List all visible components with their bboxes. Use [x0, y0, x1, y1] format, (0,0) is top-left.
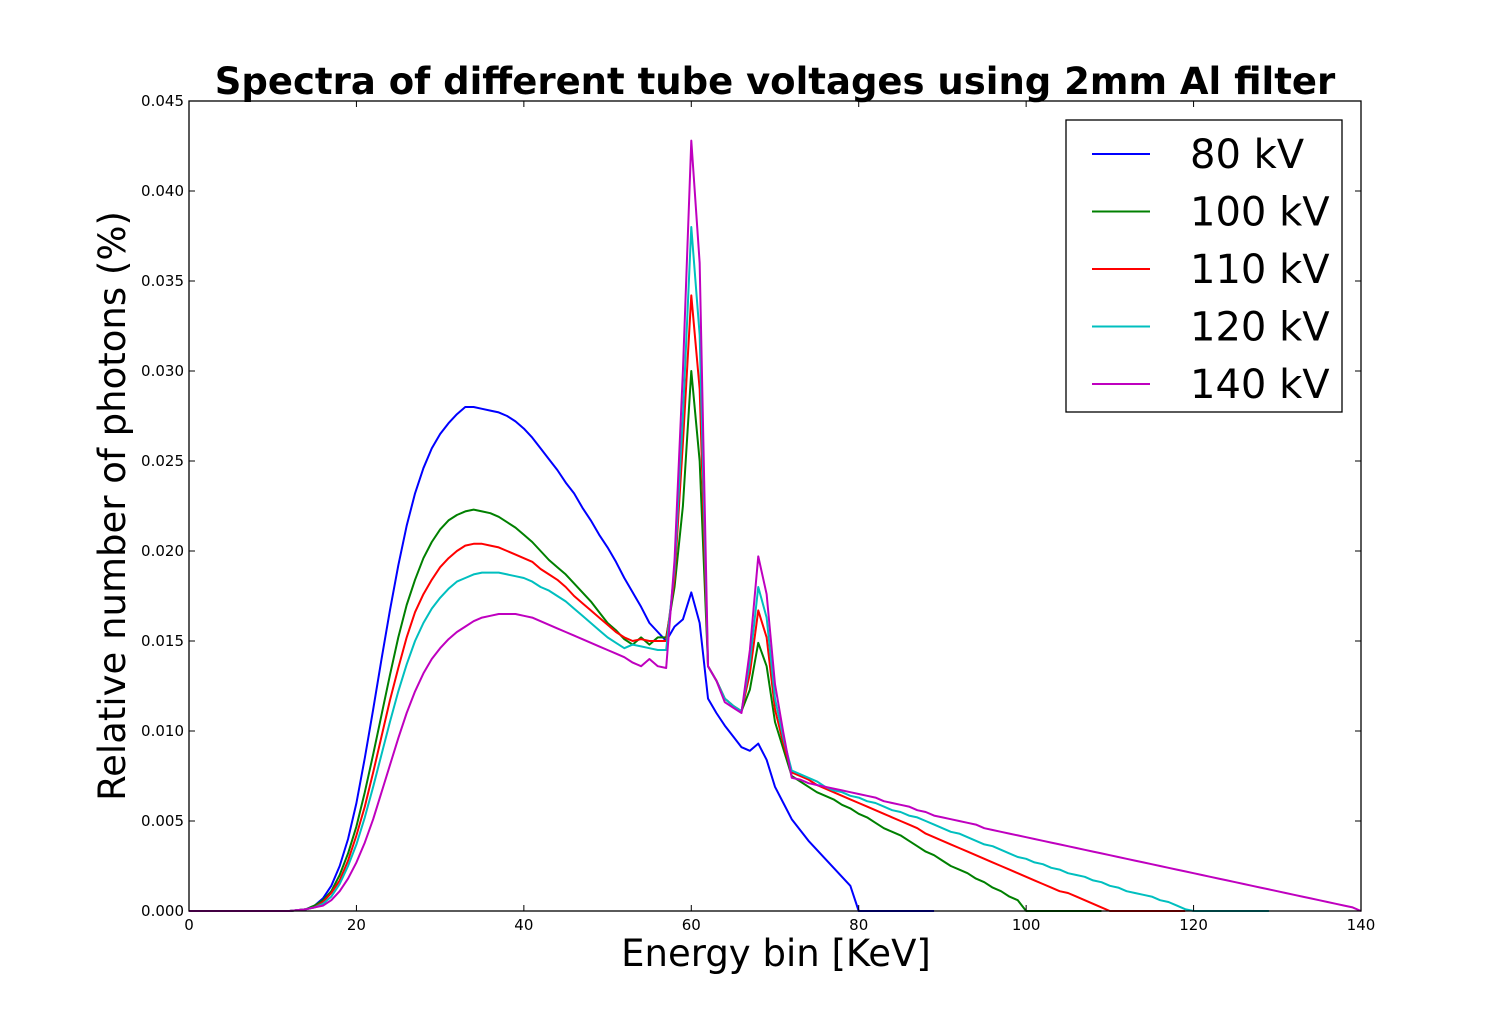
- y-tick-label: 0.010: [141, 722, 184, 740]
- legend: 80 kV 100 kV 110 kV 120 kV 140 kV: [1065, 119, 1343, 413]
- x-tick-label: 120: [1179, 916, 1208, 934]
- series-line-0: [189, 406, 935, 912]
- series-line-1: [189, 370, 1102, 912]
- x-tick-label: 60: [682, 916, 701, 934]
- x-axis-ticks: 0 20 40 60 80 100 120 140: [184, 101, 1375, 934]
- y-axis-ticks: 0.000 0.005 0.010 0.015 0.020 0.025 0.030 0.035…: [141, 92, 1361, 920]
- legend-label-2: 110 kV: [1190, 247, 1330, 293]
- series-line-4: [189, 139, 1362, 912]
- y-tick-label: 0.040: [141, 182, 184, 200]
- legend-box: [1065, 119, 1343, 413]
- y-tick-label: 0.000: [141, 902, 184, 920]
- x-tick-label: 140: [1347, 916, 1376, 934]
- series-layer: [189, 139, 1362, 912]
- y-tick-label: 0.025: [141, 452, 184, 470]
- x-tick-label: 0: [184, 916, 194, 934]
- y-tick-label: 0.005: [141, 812, 184, 830]
- y-tick-label: 0.020: [141, 542, 184, 560]
- y-axis-label: Relative number of photons (%): [91, 211, 134, 801]
- x-tick-label: 100: [1012, 916, 1041, 934]
- plot-frame: [188, 100, 1362, 912]
- x-tick-label: 40: [514, 916, 533, 934]
- x-axis-label: Energy bin [KeV]: [621, 932, 931, 975]
- y-tick-label: 0.030: [141, 362, 184, 380]
- legend-label-1: 100 kV: [1190, 190, 1330, 236]
- legend-label-0: 80 kV: [1190, 132, 1305, 178]
- legend-label-4: 140 kV: [1190, 362, 1330, 408]
- legend-label-3: 120 kV: [1190, 305, 1330, 351]
- chart-title: Spectra of different tube voltages using…: [215, 60, 1336, 103]
- y-tick-label: 0.015: [141, 632, 184, 650]
- y-tick-label: 0.035: [141, 272, 184, 290]
- x-tick-label: 20: [347, 916, 366, 934]
- x-tick-label: 80: [849, 916, 868, 934]
- y-tick-label: 0.045: [141, 92, 184, 110]
